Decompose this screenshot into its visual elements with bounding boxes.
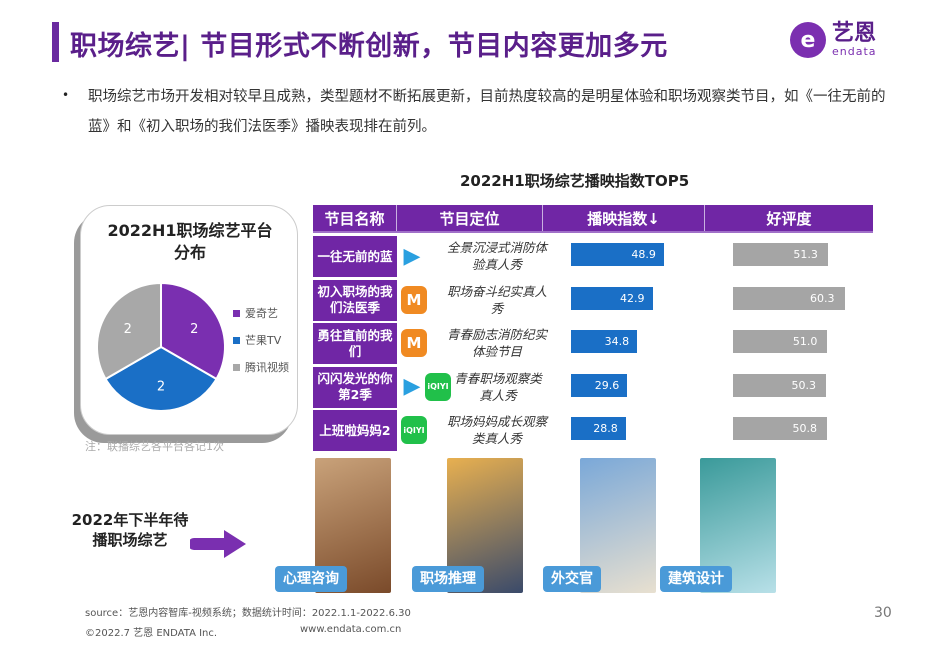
table-row: 初入职场的我们法医季 M 职场奋斗纪实真人秀 42.9 60.3 <box>313 279 873 323</box>
legend-swatch <box>233 337 240 344</box>
show-position: 青春职场观察类真人秀 <box>454 370 542 403</box>
genre-label: 职场推理 <box>412 566 484 592</box>
show-name: 初入职场的我们法医季 <box>313 279 397 321</box>
legend-item: 芒果TV <box>233 327 289 354</box>
bullet-icon: • <box>62 88 70 102</box>
genre-label: 心理咨询 <box>275 566 347 592</box>
show-position: 职场奋斗纪实真人秀 <box>446 283 547 316</box>
show-name: 一往无前的蓝 <box>313 236 397 277</box>
iqiyi-logo-icon: iQIYI <box>401 416 427 444</box>
upcoming-label: 2022年下半年待播职场综艺 <box>71 511 189 549</box>
index-bar: 28.8 <box>571 417 626 440</box>
table-title: 2022H1职场综艺播映指数TOP5 <box>460 172 690 190</box>
rating-bar: 60.3 <box>733 286 845 310</box>
arrow-right-icon <box>190 530 246 558</box>
legend-swatch <box>233 310 240 317</box>
pie-data-label: 2 <box>124 322 132 337</box>
mango-logo-icon: M <box>401 329 427 357</box>
title-accent-bar <box>52 22 59 62</box>
rating-bar: 50.3 <box>733 373 827 397</box>
rating-bar: 51.3 <box>733 243 828 266</box>
pie-slice-0 <box>160 281 226 381</box>
index-bar: 34.8 <box>571 330 638 353</box>
show-position: 青春励志消防纪实体验节目 <box>446 327 547 359</box>
mango-logo-icon: M <box>401 285 427 314</box>
rating-bar: 50.8 <box>733 417 827 440</box>
index-bar: 42.9 <box>571 286 653 310</box>
platform-icons: iQIYI <box>401 416 427 444</box>
header-position: 节目定位 <box>397 205 543 231</box>
table-header: 节目名称 节目定位 播映指数↓ 好评度 <box>313 205 873 233</box>
tencent-logo-icon: ▶ <box>403 374 421 399</box>
pie-data-label: 2 <box>190 322 198 337</box>
source-note: source：艺恩内容智库-视频系统；数据统计时间：2022.1.1-2022.… <box>85 608 411 619</box>
page-title: 职场综艺| 节目形式不断创新，节目内容更加多元 <box>70 31 668 62</box>
legend-label: 爱奇艺 <box>245 307 278 320</box>
header-index: 播映指数↓ <box>543 205 705 231</box>
genre-label: 建筑设计 <box>660 566 732 592</box>
iqiyi-logo-icon: iQIYI <box>425 372 451 401</box>
legend-item: 爱奇艺 <box>233 300 289 327</box>
pie-note: 注：联播综艺各平台各记1次 <box>85 440 224 453</box>
pie-slice-1 <box>104 345 218 412</box>
platform-icons: ▶ <box>401 242 423 270</box>
index-bar: 29.6 <box>571 373 628 397</box>
pie-title: 2022H1职场综艺平台分布 <box>107 221 273 262</box>
copyright: ©2022.7 艺恩 ENDATA Inc. <box>85 628 218 639</box>
header-rating: 好评度 <box>766 209 812 228</box>
pie-legend: 爱奇艺芒果TV 腾讯视频 <box>233 300 289 381</box>
platform-icons: ▶ iQIYI <box>401 372 451 401</box>
show-name: 闪闪发光的你第2季 <box>313 366 397 408</box>
show-position: 职场妈妈成长观察类真人秀 <box>446 414 547 446</box>
platform-icons: M <box>401 285 427 314</box>
pie-data-label: 2 <box>157 379 165 394</box>
table-row: 勇往直前的我们 M 青春励志消防纪实体验节目 34.8 51.0 <box>313 323 873 366</box>
header-name: 节目名称 <box>313 205 397 231</box>
legend-item: 腾讯视频 <box>233 354 289 381</box>
platform-icons: M <box>401 329 427 357</box>
pie-chart: 2 2 2 <box>96 281 226 412</box>
show-name: 上班啦妈妈2 <box>313 410 397 451</box>
table-row: 上班啦妈妈2 iQIYI 职场妈妈成长观察类真人秀 28.8 50.8 <box>313 410 873 453</box>
table-row: 闪闪发光的你第2季 ▶ iQIYI 青春职场观察类真人秀 29.6 50.3 <box>313 366 873 410</box>
table-row: 一往无前的蓝 ▶ 全景沉浸式消防体验真人秀 48.9 51.3 <box>313 236 873 279</box>
logo-cn: 艺恩 <box>832 20 877 46</box>
legend-swatch <box>233 364 240 371</box>
endata-logo: e 艺恩 endata <box>790 22 877 58</box>
intro-text: 职场综艺市场开发相对较早且成熟，类型题材不断拓展更新，目前热度较高的是明星体验和… <box>88 89 886 135</box>
legend-label: 腾讯视频 <box>245 361 289 374</box>
website-link[interactable]: www.endata.com.cn <box>300 624 402 635</box>
logo-en: endata <box>832 44 877 58</box>
rating-bar: 51.0 <box>733 330 828 353</box>
index-bar: 48.9 <box>571 243 664 266</box>
pie-slice-2 <box>96 281 162 381</box>
show-position: 全景沉浸式消防体验真人秀 <box>446 240 547 272</box>
show-name: 勇往直前的我们 <box>313 323 397 364</box>
page-number: 30 <box>874 605 892 621</box>
legend-label: 芒果TV <box>245 334 282 347</box>
genre-label: 外交官 <box>543 566 601 592</box>
logo-mark-icon: e <box>790 22 826 58</box>
tencent-logo-icon: ▶ <box>403 243 421 269</box>
